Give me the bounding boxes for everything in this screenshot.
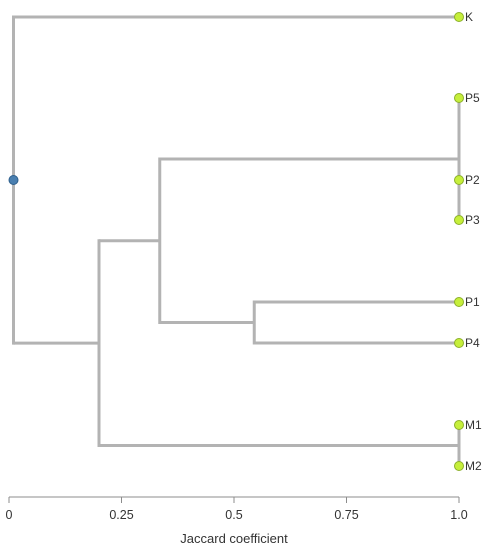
- leaf-label-p2: P2: [465, 173, 480, 187]
- leaf-label-p3: P3: [465, 213, 480, 227]
- dendrogram-nodes: K P5 P2 P3 P1 P4 M1 M2: [8, 10, 482, 473]
- leaf-node-p2: [454, 175, 464, 185]
- leaf-label-m2: M2: [465, 459, 482, 473]
- x-tick-label-0: 0: [6, 508, 13, 522]
- dendrogram-branches: [12, 15, 461, 466]
- leaf-label-p1: P1: [465, 295, 480, 309]
- leaf-node-p1: [454, 297, 464, 307]
- leaf-node-k: [454, 12, 464, 22]
- leaf-node-m1: [454, 420, 464, 430]
- x-tick-label-2: 0.5: [225, 508, 242, 522]
- x-tick-label-1: 0.25: [109, 508, 133, 522]
- x-axis: 0 0.25 0.5 0.75 1.0 Jaccard coefficient: [6, 496, 468, 546]
- leaf-node-m2: [454, 461, 464, 471]
- x-axis-title: Jaccard coefficient: [180, 531, 288, 546]
- x-axis-ticks: 0 0.25 0.5 0.75 1.0: [6, 497, 468, 522]
- leaf-label-p5: P5: [465, 91, 480, 105]
- x-tick-label-4: 1.0: [450, 508, 467, 522]
- leaf-node-p3: [454, 215, 464, 225]
- root-node: [8, 175, 19, 185]
- leaf-label-k: K: [465, 10, 473, 24]
- leaf-node-p5: [454, 93, 464, 103]
- leaf-label-m1: M1: [465, 418, 482, 432]
- x-tick-label-3: 0.75: [334, 508, 358, 522]
- leaf-label-p4: P4: [465, 336, 480, 350]
- leaf-node-p4: [454, 338, 464, 348]
